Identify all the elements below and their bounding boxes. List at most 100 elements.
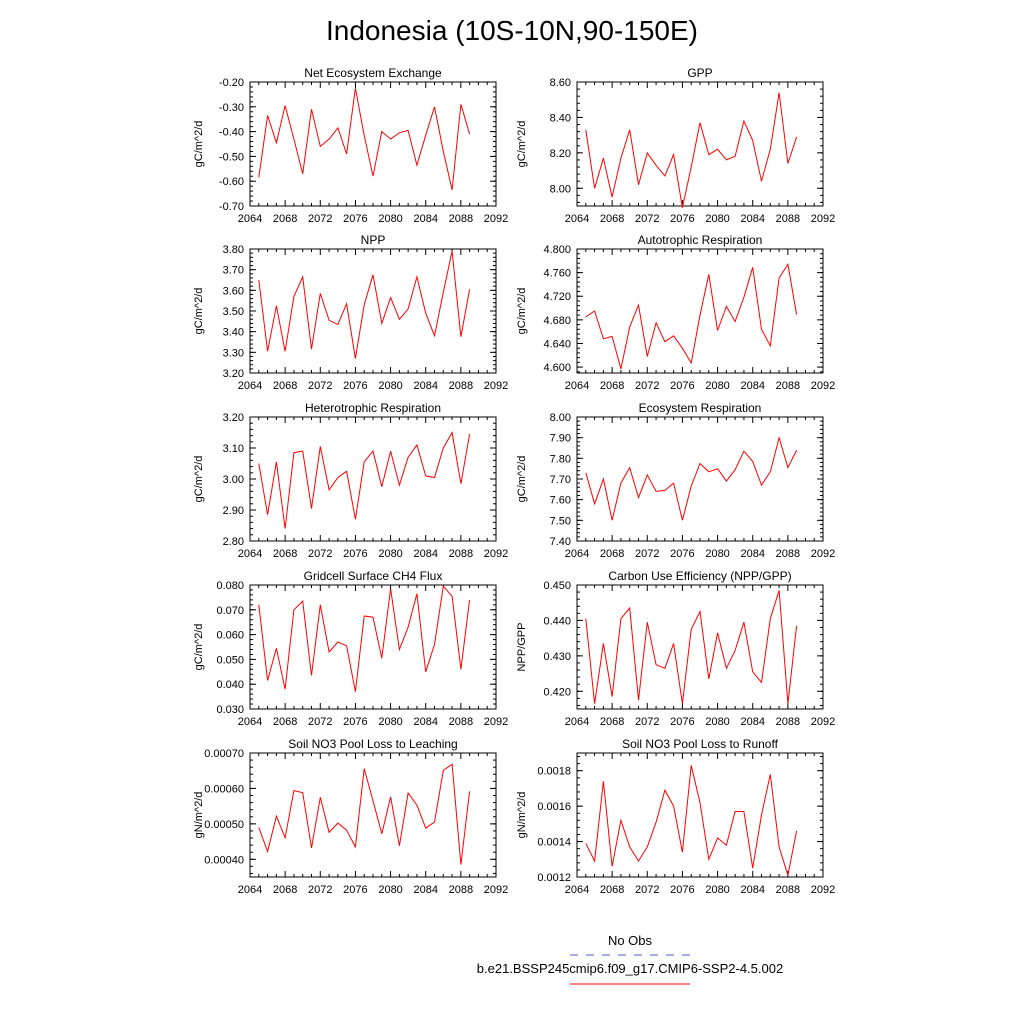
x-tick-label: 2064 (238, 548, 262, 560)
y-tick-label: 8.40 (550, 112, 571, 124)
chart-panel-1: GPP 2064 2068 2072 2076 2080 2084 2088 2092 8.00 8… (516, 66, 835, 225)
y-tick-label: 0.00050 (204, 819, 244, 831)
y-axis-label: gC/m^2/d (193, 121, 205, 168)
y-tick-label: 4.640 (543, 338, 571, 350)
y-tick-label: 7.90 (550, 433, 571, 445)
plot-frame (249, 752, 497, 878)
plot-frame (249, 81, 497, 207)
x-tick-label: 2080 (705, 380, 729, 392)
series-line (258, 431, 471, 529)
x-tick-label: 2084 (740, 548, 764, 560)
x-tick-label: 2076 (343, 716, 367, 728)
x-tick-label: 2088 (449, 884, 473, 896)
panel-title: Soil NO3 Pool Loss to Runoff (622, 737, 779, 751)
y-tick-label: -0.40 (219, 127, 244, 139)
y-tick-label: 0.0016 (537, 801, 571, 813)
x-tick-label: 2068 (273, 884, 297, 896)
y-tick-label: 0.450 (543, 580, 571, 592)
x-tick-label: 2068 (273, 213, 297, 225)
plot-frame (249, 584, 497, 710)
x-tick-label: 2076 (670, 716, 694, 728)
x-tick-label: 2088 (776, 884, 800, 896)
series-line (585, 263, 798, 370)
figure-title: Indonesia (10S-10N,90-150E) (326, 15, 698, 46)
y-tick-label: -0.50 (219, 151, 244, 163)
y-tick-label: 8.00 (550, 412, 571, 424)
chart-panel-6: Gridcell Surface CH4 Flux 2064 2068 2072 207… (193, 569, 508, 728)
y-axis-label: gC/m^2/d (516, 121, 528, 168)
y-tick-label: 3.40 (223, 327, 244, 339)
x-tick-label: 2068 (600, 548, 624, 560)
series-line (585, 765, 798, 876)
y-tick-label: 8.00 (550, 183, 571, 195)
y-tick-label: 0.0012 (537, 872, 571, 884)
x-tick-label: 2076 (670, 548, 694, 560)
x-tick-label: 2072 (308, 213, 332, 225)
y-tick-label: 7.80 (550, 453, 571, 465)
y-tick-label: 4.800 (543, 244, 571, 256)
x-tick-label: 2076 (343, 380, 367, 392)
y-tick-label: 0.00060 (204, 783, 244, 795)
x-tick-label: 2084 (740, 716, 764, 728)
x-tick-label: 2084 (413, 548, 437, 560)
y-axis-label: gC/m^2/d (516, 456, 528, 503)
series-line (585, 92, 798, 208)
x-tick-label: 2092 (484, 548, 508, 560)
x-tick-label: 2088 (776, 380, 800, 392)
x-tick-label: 2076 (670, 213, 694, 225)
x-tick-label: 2072 (308, 380, 332, 392)
x-tick-label: 2088 (776, 716, 800, 728)
y-tick-label: 8.60 (550, 77, 571, 89)
chart-panel-7: Carbon Use Efficiency (NPP/GPP) 2064 2068 2… (516, 569, 835, 728)
y-tick-label: 4.600 (543, 362, 571, 374)
x-tick-label: 2064 (238, 884, 262, 896)
x-tick-label: 2088 (449, 548, 473, 560)
x-tick-label: 2092 (811, 716, 835, 728)
y-tick-label: -0.30 (219, 102, 244, 114)
legend-model-label: b.e21.BSSP245cmip6.f09_g17.CMIP6-SSP2-4.… (477, 961, 783, 976)
panel-title: Gridcell Surface CH4 Flux (304, 569, 443, 583)
x-tick-label: 2072 (635, 884, 659, 896)
y-tick-label: 3.20 (223, 412, 244, 424)
x-tick-label: 2072 (308, 548, 332, 560)
y-tick-label: 0.420 (543, 686, 571, 698)
y-axis-label: gC/m^2/d (193, 288, 205, 335)
x-tick-label: 2084 (413, 716, 437, 728)
x-tick-label: 2076 (343, 548, 367, 560)
y-tick-label: 3.30 (223, 347, 244, 359)
x-tick-label: 2068 (600, 380, 624, 392)
x-tick-label: 2080 (378, 884, 402, 896)
x-tick-label: 2092 (484, 716, 508, 728)
series-line (258, 250, 471, 359)
chart-panel-4: Heterotrophic Respiration 2064 2068 2072 207… (193, 401, 508, 560)
y-tick-label: 7.70 (550, 474, 571, 486)
panel-title: Soil NO3 Pool Loss to Leaching (288, 737, 457, 751)
x-tick-label: 2080 (378, 548, 402, 560)
x-tick-label: 2068 (273, 548, 297, 560)
x-tick-label: 2088 (776, 213, 800, 225)
y-tick-label: 0.060 (216, 630, 244, 642)
plot-frame (576, 416, 824, 542)
x-tick-label: 2068 (273, 716, 297, 728)
series-line (258, 88, 471, 191)
panel-title: Ecosystem Respiration (639, 401, 762, 415)
x-tick-label: 2084 (413, 213, 437, 225)
y-tick-label: 3.00 (223, 474, 244, 486)
plot-frame (249, 248, 497, 374)
x-tick-label: 2072 (635, 380, 659, 392)
chart-panel-3: Autotrophic Respiration 2064 2068 2072 2076 2… (516, 233, 835, 392)
y-tick-label: 0.080 (216, 580, 244, 592)
series-line (258, 585, 471, 692)
x-tick-label: 2084 (740, 380, 764, 392)
x-tick-label: 2064 (238, 213, 262, 225)
x-tick-label: 2064 (238, 716, 262, 728)
plot-frame (576, 584, 824, 710)
x-tick-label: 2076 (670, 380, 694, 392)
x-tick-label: 2080 (378, 716, 402, 728)
x-tick-label: 2076 (670, 884, 694, 896)
x-tick-label: 2084 (413, 380, 437, 392)
x-tick-label: 2080 (705, 548, 729, 560)
x-tick-label: 2088 (449, 213, 473, 225)
x-tick-label: 2068 (600, 884, 624, 896)
